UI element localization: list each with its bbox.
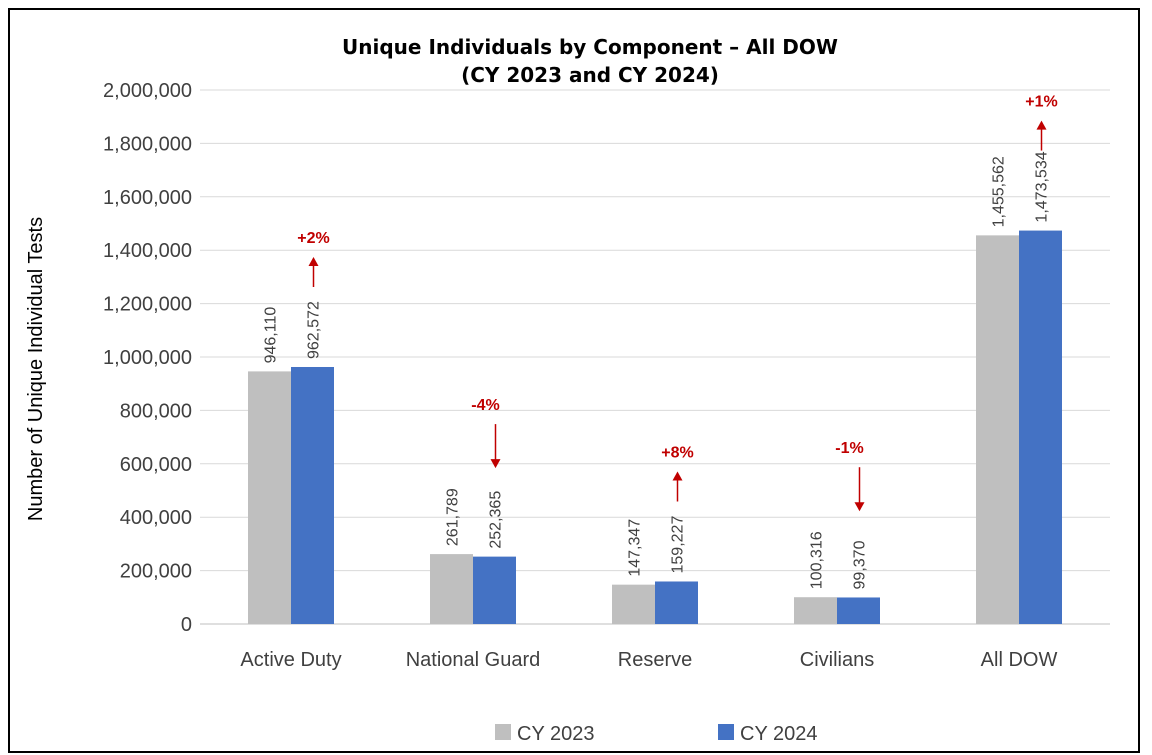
arrow-up-icon (308, 256, 319, 266)
data-label: 100,316 (809, 531, 826, 589)
chart-frame: Unique Individuals by Component – All DO… (8, 8, 1140, 753)
data-label: 159,227 (670, 516, 687, 574)
y-axis-ticks: 0 200,000 400,000 600,000 800,000 1,000,000 1,… (103, 80, 192, 636)
gridlines (200, 89, 1110, 625)
legend-item: CY 2023 (495, 723, 594, 745)
y-tick-label: 200,000 (120, 561, 192, 583)
data-label: 147,347 (627, 519, 644, 577)
arrow-down-icon (490, 459, 501, 469)
legend-item: CY 2024 (718, 723, 817, 745)
arrow-up-icon (672, 471, 683, 481)
y-tick-label: 600,000 (120, 454, 192, 476)
data-labels: 946,110 962,572 261,789 252,365 147,347 159,2… (263, 151, 1051, 589)
chart-title: Unique Individuals by Component – All DO… (342, 35, 838, 87)
arrow-up-icon (1036, 120, 1047, 130)
change-annotation: -1% (835, 440, 865, 512)
legend-swatch (718, 724, 734, 740)
change-annotation: +1% (1025, 94, 1058, 151)
chart-title-line1: Unique Individuals by Component – All DO… (342, 35, 838, 59)
change-percent: +8% (661, 444, 693, 461)
legend: CY 2023 CY 2024 (495, 723, 817, 745)
change-annotation: -4% (471, 397, 501, 469)
y-tick-label: 800,000 (120, 400, 192, 422)
change-percent: -1% (835, 440, 863, 457)
bar-cy-2023 (248, 371, 291, 624)
arrow-down-icon (854, 502, 865, 512)
change-annotation: +8% (661, 444, 694, 502)
category-label: All DOW (981, 649, 1058, 671)
bar-cy-2024 (655, 581, 698, 624)
y-tick-label: 1,200,000 (103, 294, 192, 316)
bar-chart: Unique Individuals by Component – All DO… (25, 35, 1110, 745)
data-label: 1,455,562 (991, 156, 1008, 227)
data-label: 99,370 (852, 540, 869, 589)
y-tick-label: 1,000,000 (103, 347, 192, 369)
category-label: Civilians (800, 649, 874, 671)
bar-cy-2024 (473, 556, 516, 624)
bar-cy-2023 (612, 584, 655, 624)
change-percent: -4% (471, 397, 499, 414)
bar-cy-2024 (837, 597, 880, 624)
chart-subtitle: (CY 2023 and CY 2024) (461, 63, 719, 87)
data-label: 1,473,534 (1034, 151, 1051, 222)
bar-cy-2024 (291, 366, 334, 624)
legend-swatch (495, 724, 511, 740)
bar-cy-2024 (1019, 230, 1062, 625)
category-label: National Guard (406, 649, 541, 671)
y-tick-label: 1,600,000 (103, 187, 192, 209)
y-tick-label: 1,400,000 (103, 240, 192, 262)
y-tick-label: 0 (181, 614, 192, 636)
bar-cy-2023 (794, 597, 837, 624)
change-annotations: +2% -4% +8% -1% +1% (297, 94, 1058, 512)
category-label: Reserve (618, 649, 692, 671)
change-annotation: +2% (297, 230, 330, 287)
y-axis-label: Number of Unique Individual Tests (25, 217, 47, 521)
legend-label: CY 2024 (740, 723, 817, 745)
change-percent: +1% (1025, 94, 1057, 111)
category-label: Active Duty (240, 649, 341, 671)
data-label: 962,572 (306, 301, 323, 359)
data-label: 946,110 (263, 307, 280, 364)
change-percent: +2% (297, 230, 329, 247)
y-tick-label: 1,800,000 (103, 133, 192, 155)
y-tick-label: 2,000,000 (103, 80, 192, 102)
data-label: 252,365 (488, 491, 505, 549)
category-labels: Active Duty National Guard Reserve Civilian… (240, 649, 1057, 671)
y-tick-label: 400,000 (120, 507, 192, 529)
legend-label: CY 2023 (517, 723, 594, 745)
bar-cy-2023 (976, 235, 1019, 625)
data-label: 261,789 (445, 488, 462, 546)
bars (248, 230, 1062, 625)
bar-cy-2023 (430, 554, 473, 624)
